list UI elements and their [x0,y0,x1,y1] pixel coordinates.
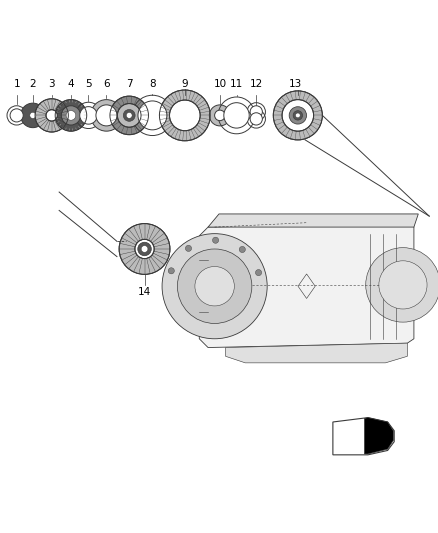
Polygon shape [364,418,393,454]
Circle shape [91,100,122,131]
Circle shape [282,100,314,131]
Circle shape [126,112,132,118]
Circle shape [138,242,151,256]
Circle shape [124,109,135,122]
Circle shape [255,270,261,276]
Circle shape [296,113,300,118]
Circle shape [35,99,68,132]
Text: 6: 6 [103,79,110,89]
Circle shape [168,268,174,274]
Polygon shape [333,418,394,455]
Circle shape [215,110,225,120]
Circle shape [141,246,148,252]
Circle shape [30,112,36,118]
Polygon shape [199,223,414,348]
Circle shape [46,110,57,121]
Circle shape [195,266,234,306]
Circle shape [209,105,230,126]
Text: 8: 8 [149,79,156,89]
Circle shape [119,223,170,274]
Text: 2: 2 [29,79,36,89]
Circle shape [10,109,23,122]
Circle shape [170,100,200,131]
Circle shape [250,106,262,118]
Circle shape [138,101,167,130]
Circle shape [61,106,81,125]
Circle shape [224,103,249,128]
Circle shape [159,90,210,141]
Text: 10: 10 [213,79,226,89]
Text: 12: 12 [250,79,263,89]
Text: 9: 9 [181,79,188,89]
Circle shape [66,110,76,120]
Circle shape [162,233,267,339]
Circle shape [289,107,307,124]
Polygon shape [208,214,418,227]
Circle shape [110,96,148,135]
Circle shape [366,248,438,322]
Circle shape [239,246,245,253]
Polygon shape [226,343,407,363]
Circle shape [135,239,154,259]
Circle shape [212,237,219,243]
Circle shape [117,103,141,127]
Text: 14: 14 [138,287,151,297]
Text: 4: 4 [67,79,74,89]
Circle shape [80,107,97,124]
Circle shape [250,113,262,125]
Circle shape [273,91,322,140]
Circle shape [185,245,191,252]
Circle shape [379,261,427,309]
Text: 11: 11 [230,79,243,89]
Circle shape [96,105,117,126]
Text: 1: 1 [13,79,20,89]
Text: 5: 5 [85,79,92,89]
Text: 13: 13 [289,79,302,89]
Text: 3: 3 [48,79,55,89]
Circle shape [55,100,87,131]
Circle shape [21,103,45,128]
Circle shape [177,249,252,324]
Circle shape [293,111,303,120]
Text: 7: 7 [126,79,133,89]
